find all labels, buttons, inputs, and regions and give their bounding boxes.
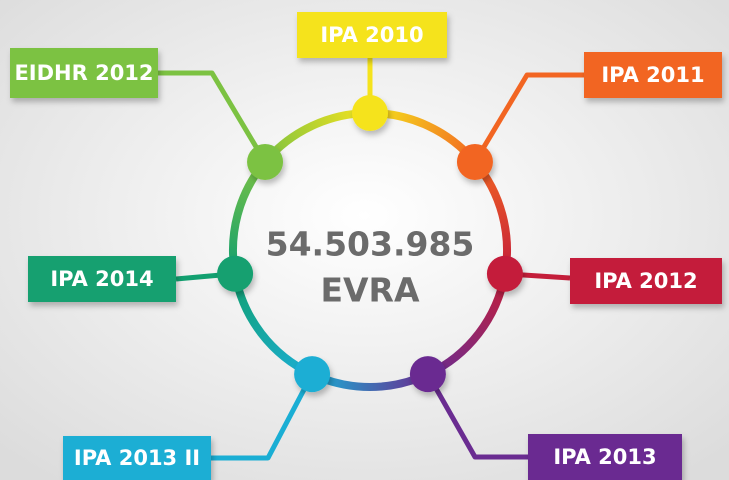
node-label: IPA 2013 II: [74, 446, 200, 470]
center-unit: EVRA: [320, 271, 419, 310]
node-box: [63, 436, 211, 480]
center-value: 54.503.985: [266, 225, 475, 264]
leader-line: [425, 372, 528, 460]
leader-line: [472, 72, 584, 164]
node-box: [584, 52, 722, 98]
node-label: IPA 2010: [320, 23, 423, 47]
node-box: [570, 258, 722, 304]
node-label: IPA 2014: [50, 267, 153, 291]
boxes: IPA 2010 IPA 2011 IPA 2012 IPA 2013 IPA 2013…: [10, 12, 722, 480]
dots: [217, 95, 523, 393]
node-dot: [409, 356, 446, 393]
node-dot: [217, 255, 254, 292]
node-dot: [352, 95, 388, 131]
node-dot: [247, 143, 284, 180]
node-box: [528, 434, 682, 480]
node-box: [10, 48, 158, 98]
node-box: [297, 12, 447, 58]
node-label: IPA 2013: [553, 445, 656, 469]
leader-line: [211, 373, 315, 461]
node-dot: [294, 356, 331, 393]
node-label: EIDHR 2012: [14, 61, 153, 85]
node-dot: [486, 255, 523, 292]
node-dot: [456, 143, 493, 180]
node-label: IPA 2011: [601, 63, 704, 87]
leader-line: [158, 70, 268, 164]
node-box: [28, 256, 176, 302]
node-label: IPA 2012: [594, 269, 697, 293]
